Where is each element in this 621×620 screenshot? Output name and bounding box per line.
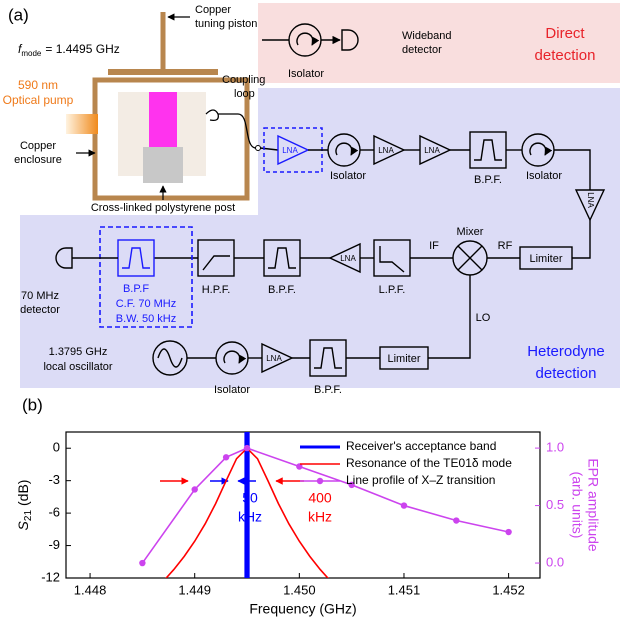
- y-tick-label: -9: [48, 537, 60, 552]
- coupling-label: Coupling: [222, 74, 265, 86]
- enclosure-label: Copper: [20, 140, 56, 152]
- y-axis-label: S21(dB): [15, 480, 34, 531]
- oscillator-label: local oscillator: [43, 361, 112, 373]
- panel-label: (b): [22, 395, 43, 414]
- y-axis-label: 21: [23, 510, 34, 522]
- x-tick-label: 1.452: [492, 582, 525, 597]
- series-marker: [223, 454, 229, 460]
- bpf-label: C.F. 70 MHz: [116, 298, 177, 310]
- section-title: Direct: [545, 25, 585, 42]
- panel-label: (a): [8, 5, 29, 24]
- lna-label: LNA: [586, 192, 595, 208]
- lna-label: LNA: [282, 146, 298, 155]
- piston-label: Copper: [195, 4, 231, 16]
- section-title: detection: [536, 365, 597, 382]
- series-marker: [244, 445, 250, 451]
- lpf-label: L.P.F.: [379, 284, 406, 296]
- legend-marker: [317, 478, 323, 484]
- series-marker: [453, 517, 459, 523]
- plot-area: [142, 432, 508, 581]
- isolator-label: Isolator: [214, 384, 250, 396]
- x-axis-label: Frequency (GHz): [249, 601, 356, 617]
- cavity: [66, 114, 98, 134]
- figure: (a) fmode= 1.4495 GHz Copper tuning pist…: [0, 0, 621, 620]
- isolator-label: Isolator: [288, 68, 324, 80]
- section-title: detection: [535, 47, 596, 64]
- series-marker: [401, 502, 407, 508]
- y-tick-label: -3: [48, 472, 60, 487]
- coupling-label: loop: [234, 88, 255, 100]
- oscillator-label: 1.3795 GHz: [49, 346, 108, 358]
- lna-label: LNA: [378, 146, 394, 155]
- y-tick-label: -12: [41, 569, 60, 584]
- lna-label: LNA: [340, 254, 356, 263]
- cavity: [66, 12, 261, 200]
- if-label: IF: [429, 240, 439, 252]
- pump-label: 590 nm: [18, 78, 58, 92]
- f-mode: fmode= 1.4495 GHz: [18, 42, 120, 58]
- annotation: 400: [308, 490, 332, 506]
- hpf-label: H.P.F.: [202, 284, 231, 296]
- bpf-label: B.W. 50 kHz: [116, 313, 177, 325]
- y2-axis-label: EPR amplitude: [585, 458, 601, 552]
- cavity: [143, 147, 183, 183]
- plot-frame: [66, 432, 540, 578]
- enclosure-label: enclosure: [14, 154, 62, 166]
- legend-label: Receiver's acceptance band: [346, 439, 496, 453]
- isolator-label: Isolator: [526, 170, 562, 182]
- detector-label: Wideband: [402, 30, 452, 42]
- y-tick-label: 0: [53, 440, 60, 455]
- x-tick-label: 1.451: [388, 582, 421, 597]
- bpf-label: B.P.F.: [268, 284, 296, 296]
- detector-label: 70 MHz: [21, 290, 59, 302]
- y2-tick-label: 0.5: [546, 497, 564, 512]
- lna-label: LNA: [266, 354, 282, 363]
- limiter-label: Limiter: [387, 353, 420, 365]
- detector-label: detector: [402, 44, 442, 56]
- mixer-label: Mixer: [457, 226, 484, 238]
- series-marker: [192, 486, 198, 492]
- y-axis-label: (dB): [15, 480, 31, 506]
- legend-label: Resonance of the TE01δ mode: [346, 456, 512, 470]
- legend-label: Line profile of X–Z transition: [346, 473, 495, 487]
- annotation: kHz: [238, 509, 262, 525]
- f-mode: = 1.4495 GHz: [45, 42, 119, 56]
- pump-label: Optical pump: [3, 93, 74, 107]
- x-tick-label: 1.449: [178, 582, 211, 597]
- f-mode: mode: [21, 49, 42, 58]
- lna-label: LNA: [424, 146, 440, 155]
- x-tick-label: 1.450: [283, 582, 316, 597]
- lo-label: LO: [476, 312, 491, 324]
- cavity: [256, 146, 261, 151]
- piston-label: tuning piston: [195, 18, 257, 30]
- rf-label: RF: [498, 240, 513, 252]
- detector-label: detector: [20, 304, 60, 316]
- y-tick-label: -6: [48, 505, 60, 520]
- section-title: Heterodyne: [527, 343, 605, 360]
- post-label: Cross-linked polystyrene post: [91, 202, 235, 214]
- x-tick-label: 1.448: [74, 582, 107, 597]
- annotation: 50: [242, 490, 258, 506]
- bpf-label: B.P.F.: [314, 384, 342, 396]
- y2-axis-label: (arb. units): [569, 472, 585, 539]
- limiter-label: Limiter: [529, 253, 562, 265]
- series-marker: [505, 529, 511, 535]
- y2-tick-label: 1.0: [546, 440, 564, 455]
- isolator-label: Isolator: [330, 170, 366, 182]
- annotation: kHz: [308, 509, 332, 525]
- bpf-label: B.P.F.: [474, 174, 502, 186]
- y2-tick-label: 0.0: [546, 554, 564, 569]
- cavity: [149, 92, 177, 147]
- bpf-label: B.P.F: [123, 283, 149, 295]
- series-marker: [139, 560, 145, 566]
